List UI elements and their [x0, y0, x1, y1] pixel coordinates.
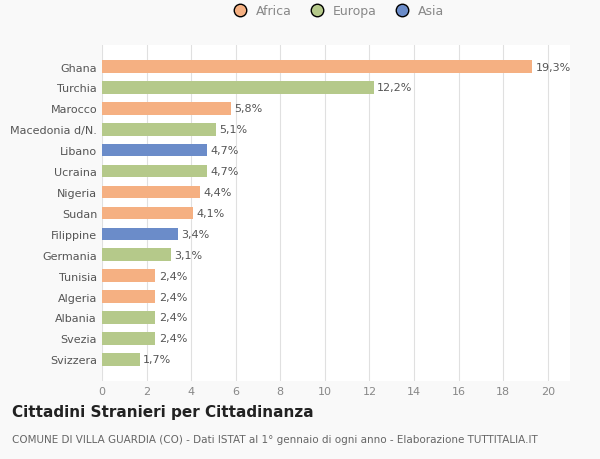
Text: 1,7%: 1,7%: [143, 354, 172, 364]
Text: 2,4%: 2,4%: [159, 334, 187, 344]
Bar: [102, 61, 532, 73]
Bar: [102, 270, 155, 282]
Text: 5,8%: 5,8%: [235, 104, 263, 114]
Legend: Africa, Europa, Asia: Africa, Europa, Asia: [227, 5, 445, 18]
Bar: [102, 291, 155, 303]
Text: 4,1%: 4,1%: [197, 208, 225, 218]
Bar: [102, 207, 193, 220]
Text: 4,7%: 4,7%: [210, 167, 238, 177]
Bar: [102, 103, 231, 115]
Text: 2,4%: 2,4%: [159, 313, 187, 323]
Bar: [102, 82, 374, 95]
Text: COMUNE DI VILLA GUARDIA (CO) - Dati ISTAT al 1° gennaio di ogni anno - Elaborazi: COMUNE DI VILLA GUARDIA (CO) - Dati ISTA…: [12, 434, 538, 444]
Bar: [102, 124, 215, 136]
Text: 2,4%: 2,4%: [159, 292, 187, 302]
Bar: [102, 249, 171, 262]
Text: 12,2%: 12,2%: [377, 83, 413, 93]
Bar: [102, 353, 140, 366]
Text: 4,7%: 4,7%: [210, 146, 238, 156]
Text: 4,4%: 4,4%: [203, 188, 232, 197]
Text: 2,4%: 2,4%: [159, 271, 187, 281]
Bar: [102, 312, 155, 324]
Bar: [102, 145, 207, 157]
Bar: [102, 228, 178, 241]
Text: 3,1%: 3,1%: [175, 250, 203, 260]
Bar: [102, 186, 200, 199]
Bar: [102, 332, 155, 345]
Bar: [102, 165, 207, 178]
Text: 19,3%: 19,3%: [535, 62, 571, 73]
Text: 5,1%: 5,1%: [219, 125, 247, 135]
Text: Cittadini Stranieri per Cittadinanza: Cittadini Stranieri per Cittadinanza: [12, 404, 314, 419]
Text: 3,4%: 3,4%: [181, 230, 209, 239]
